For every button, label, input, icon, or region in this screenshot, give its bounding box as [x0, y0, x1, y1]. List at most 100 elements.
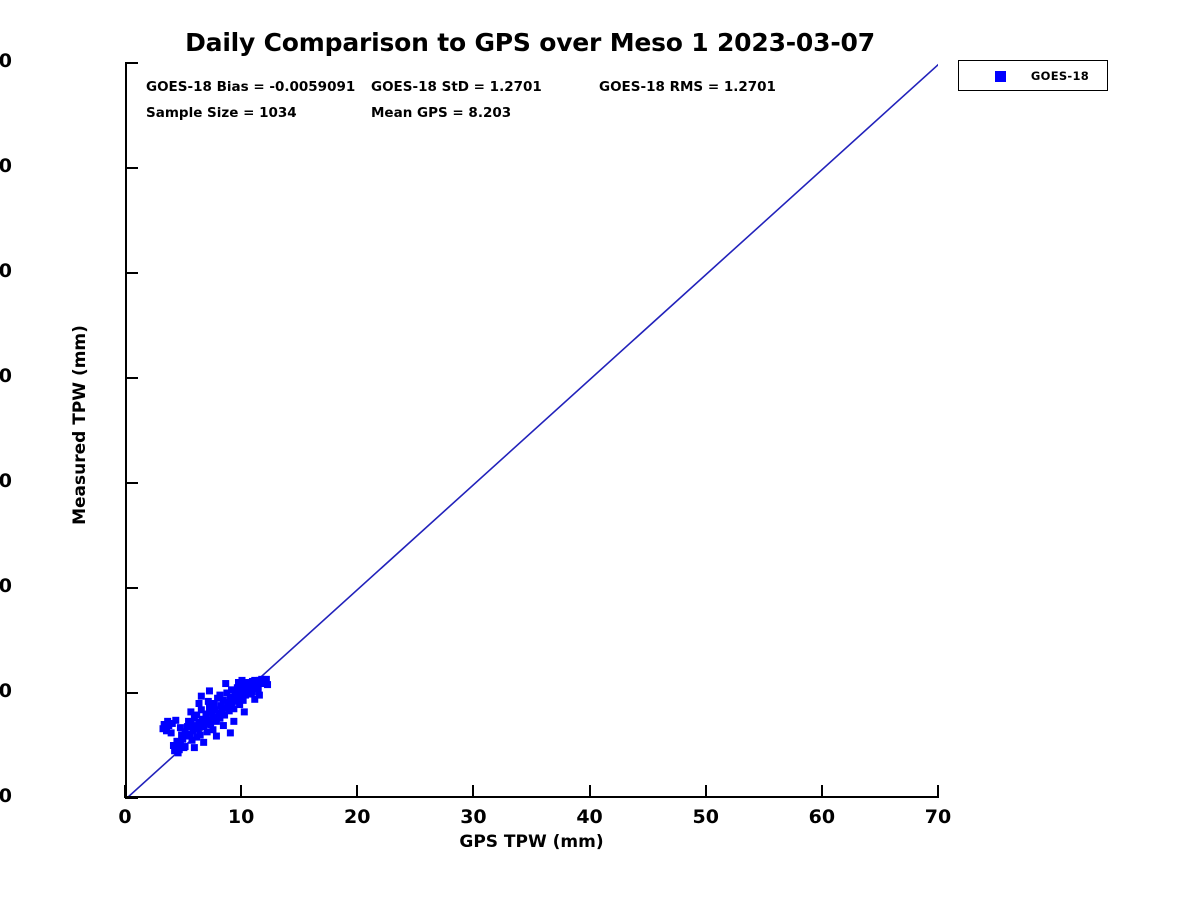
scatter-point: [162, 727, 170, 735]
scatter-point: [262, 675, 270, 683]
scatter-point: [190, 744, 198, 752]
x-tick-label-0: 0: [118, 806, 132, 828]
scatter-point: [187, 708, 195, 716]
scatter-plot-svg: [128, 63, 938, 796]
scatter-point: [240, 708, 248, 716]
plot-area: [125, 63, 938, 798]
scatter-point: [264, 681, 272, 689]
y-tick-10: [125, 692, 138, 694]
scatter-point: [175, 746, 183, 754]
scatter-point: [204, 697, 212, 705]
y-tick-label-70: 70: [0, 50, 12, 72]
scatter-point: [212, 732, 220, 740]
x-tick-label-40: 40: [576, 806, 603, 828]
y-tick-30: [125, 482, 138, 484]
scatter-point: [204, 716, 212, 724]
y-tick-label-50: 50: [0, 260, 12, 282]
scatter-point: [188, 736, 196, 744]
scatter-point: [200, 738, 208, 746]
y-tick-label-0: 0: [0, 785, 12, 807]
y-tick-70: [125, 62, 138, 64]
scatter-point: [251, 695, 259, 703]
scatter-point: [225, 707, 233, 715]
scatter-point: [172, 716, 180, 724]
x-tick-40: [588, 785, 591, 798]
y-tick-label-40: 40: [0, 365, 12, 387]
y-axis-title: Measured TPW (mm): [70, 325, 90, 525]
scatter-point: [255, 691, 263, 699]
scatter-point: [228, 686, 236, 694]
x-tick-label-20: 20: [344, 806, 371, 828]
x-tick-30: [472, 785, 475, 798]
stat-bias: GOES-18 Bias = -0.0059091: [146, 79, 356, 95]
stat-rms: GOES-18 RMS = 1.2701: [599, 79, 776, 95]
scatter-point: [195, 700, 203, 707]
scatter-point: [197, 692, 205, 700]
scatter-point: [187, 721, 195, 728]
scatter-point: [205, 687, 213, 695]
y-tick-label-20: 20: [0, 575, 12, 597]
scatter-point: [230, 717, 238, 725]
scatter-point: [205, 704, 213, 712]
x-tick-label-30: 30: [460, 806, 487, 828]
scatter-point: [164, 717, 172, 725]
scatter-point: [254, 685, 262, 693]
y-tick-label-30: 30: [0, 470, 12, 492]
y-tick-40: [125, 377, 138, 379]
scatter-point: [176, 724, 184, 732]
scatter-point: [209, 713, 217, 721]
x-tick-20: [356, 785, 359, 798]
scatter-point: [248, 688, 256, 696]
scatter-point: [194, 725, 202, 733]
scatter-point: [236, 701, 244, 709]
x-tick-label-50: 50: [692, 806, 719, 828]
scatter-point: [196, 731, 204, 739]
scatter-point: [181, 743, 189, 751]
scatter-point: [238, 676, 246, 684]
y-tick-50: [125, 272, 138, 274]
scatter-point: [239, 696, 247, 704]
scatter-point: [219, 722, 227, 730]
x-tick-10: [240, 785, 243, 798]
legend-label-goes-18: GOES-18: [1030, 69, 1090, 83]
x-axis-title: GPS TPW (mm): [459, 832, 604, 852]
scatter-points: [159, 675, 272, 757]
x-tick-label-70: 70: [924, 806, 952, 828]
legend: GOES-18: [958, 60, 1108, 91]
scatter-point: [216, 691, 224, 699]
y-tick-0: [125, 797, 138, 799]
reference-line-segment: [128, 63, 938, 796]
scatter-point: [221, 711, 229, 719]
scatter-point: [230, 705, 238, 713]
scatter-point: [241, 691, 249, 699]
page-title: Daily Comparison to GPS over Meso 1 2023…: [185, 28, 875, 57]
x-tick-60: [820, 785, 823, 798]
scatter-point: [181, 728, 189, 736]
scatter-point: [203, 728, 211, 736]
scatter-point: [223, 689, 231, 697]
scatter-point: [193, 711, 201, 719]
scatter-point: [226, 729, 234, 737]
y-tick-label-60: 60: [0, 155, 12, 177]
x-tick-label-60: 60: [808, 806, 836, 828]
scatter-point: [189, 727, 197, 735]
scatter-point: [219, 696, 227, 704]
stat-mean-gps: Mean GPS = 8.203: [371, 105, 512, 121]
scatter-point: [217, 702, 225, 710]
y-tick-label-10: 10: [0, 680, 12, 702]
scatter-point: [198, 715, 206, 723]
x-tick-70: [937, 785, 939, 798]
one-to-one-line: [128, 63, 938, 796]
stat-sample-size: Sample Size = 1034: [146, 105, 297, 121]
x-tick-label-10: 10: [227, 806, 255, 828]
legend-swatch-goes-18: [995, 71, 1006, 82]
scatter-point: [210, 700, 218, 707]
scatter-point: [216, 714, 224, 722]
scatter-point: [222, 680, 230, 688]
scatter-point: [202, 710, 210, 718]
scatter-point: [167, 729, 175, 737]
y-tick-20: [125, 587, 138, 589]
scatter-point: [197, 706, 205, 714]
scatter-point: [209, 726, 217, 734]
plot-canvas: [127, 63, 938, 796]
